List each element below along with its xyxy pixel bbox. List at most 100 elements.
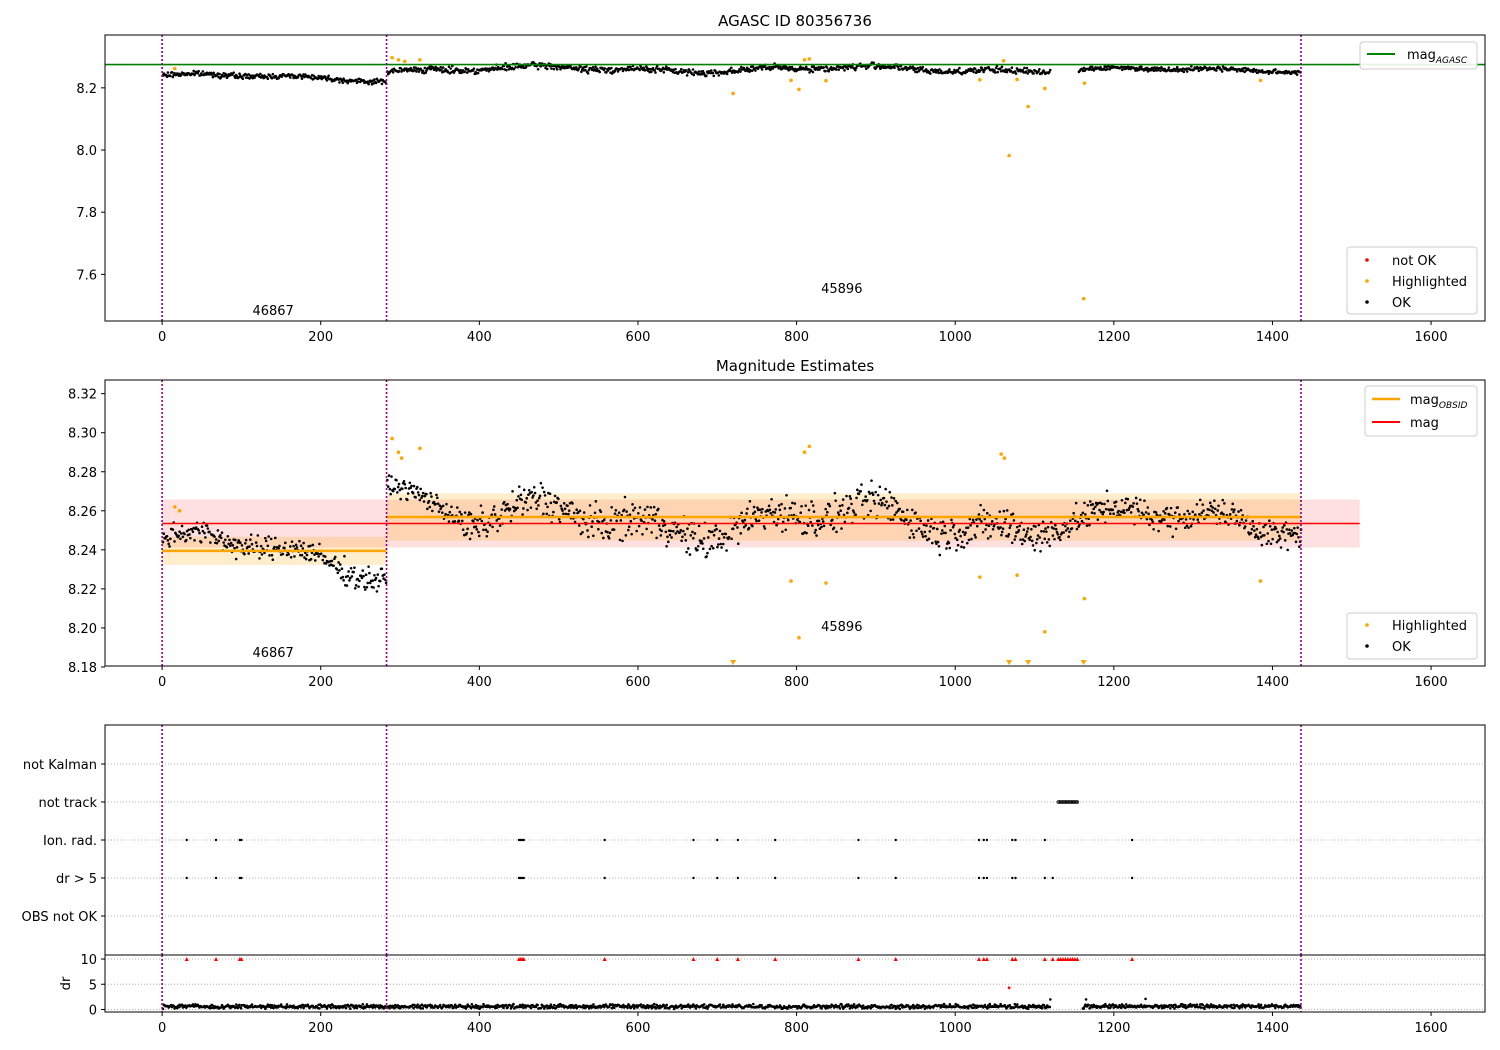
highlighted-point xyxy=(1082,81,1087,85)
legend-marker xyxy=(1365,258,1369,262)
ok-point xyxy=(815,534,818,537)
ok-point xyxy=(193,539,196,542)
ok-point xyxy=(633,506,637,510)
ok-point xyxy=(544,502,548,506)
ok-point xyxy=(277,546,280,550)
ok-point xyxy=(586,529,589,532)
ok-point xyxy=(741,520,745,524)
ok-point xyxy=(674,67,677,71)
ok-point xyxy=(1157,529,1160,533)
ok-point xyxy=(804,504,808,507)
ok-point xyxy=(654,512,658,516)
dr-point xyxy=(866,1007,869,1010)
ok-point xyxy=(1288,528,1291,531)
ok-point xyxy=(910,529,913,532)
ok-point xyxy=(689,534,693,537)
ok-point xyxy=(534,501,538,504)
ok-point xyxy=(348,576,352,580)
ok-point xyxy=(1215,69,1218,72)
ok-point xyxy=(247,552,250,555)
ok-point xyxy=(1270,528,1274,531)
ok-point xyxy=(430,495,433,498)
ok-point xyxy=(566,504,569,508)
dr-point xyxy=(687,1003,690,1006)
dr-point xyxy=(266,1003,270,1006)
dr-point xyxy=(504,1003,508,1007)
ok-point xyxy=(1140,511,1144,515)
ok-point xyxy=(169,74,172,78)
flag-point xyxy=(982,838,985,842)
dr-point xyxy=(1040,1006,1044,1010)
ok-point xyxy=(1031,544,1035,547)
highlighted-point xyxy=(402,59,407,64)
dr-point xyxy=(672,1007,676,1011)
ok-point xyxy=(1108,512,1112,516)
ok-point xyxy=(269,537,273,541)
dr-point xyxy=(1229,1003,1233,1007)
ok-point xyxy=(447,65,451,69)
ok-point xyxy=(1105,489,1109,493)
ok-point xyxy=(368,571,371,575)
ok-point xyxy=(855,496,858,500)
ok-point xyxy=(503,509,507,512)
ok-point xyxy=(1006,535,1010,538)
dr-clipped-marker xyxy=(981,957,986,962)
ok-point xyxy=(500,508,504,511)
ok-point xyxy=(1058,535,1061,539)
highlighted-point xyxy=(807,444,812,449)
ok-point xyxy=(926,519,930,522)
flag-point xyxy=(692,838,695,842)
ok-point xyxy=(434,502,437,506)
ok-point xyxy=(924,534,927,538)
ok-point xyxy=(935,527,939,531)
dr-point xyxy=(639,1003,643,1006)
ok-point xyxy=(784,528,788,532)
ok-point xyxy=(978,517,982,521)
ok-point xyxy=(602,518,606,522)
ok-point xyxy=(970,537,973,541)
ok-point xyxy=(417,493,421,497)
dr-clipped-marker xyxy=(893,957,898,962)
ok-point xyxy=(799,511,803,515)
ok-point xyxy=(241,77,245,81)
ok-point xyxy=(920,67,924,71)
ok-point xyxy=(705,555,708,558)
highlighted-point xyxy=(390,436,394,441)
ok-point xyxy=(580,70,583,74)
dr-point xyxy=(557,1005,561,1008)
ok-point xyxy=(1235,519,1239,523)
ok-point xyxy=(664,530,668,534)
ok-point xyxy=(1123,511,1126,515)
ok-point xyxy=(358,579,361,583)
obsid-label: 46867 xyxy=(252,304,293,319)
ok-point xyxy=(1249,531,1253,535)
dr-point xyxy=(1243,1006,1247,1009)
ok-point xyxy=(188,533,191,536)
x-tick-label: 0 xyxy=(158,1021,166,1036)
ok-point xyxy=(1183,513,1186,516)
ok-point xyxy=(912,536,916,539)
ok-point xyxy=(623,495,627,499)
ok-point xyxy=(1015,525,1019,529)
ok-point xyxy=(411,491,415,495)
highlighted-point xyxy=(1043,630,1047,634)
ok-point xyxy=(284,541,287,545)
ok-point xyxy=(1045,541,1049,544)
ok-point xyxy=(428,505,432,509)
dr-point xyxy=(549,1003,553,1006)
ok-point xyxy=(649,506,653,509)
flag-point xyxy=(894,838,897,842)
dr-clipped-marker xyxy=(1042,957,1047,962)
ok-point xyxy=(876,493,880,497)
ok-point xyxy=(1009,524,1012,527)
ok-point xyxy=(192,69,196,73)
x-tick-label: 200 xyxy=(308,675,333,690)
ok-point xyxy=(602,536,605,540)
ok-point xyxy=(1240,518,1244,521)
ok-point xyxy=(243,552,246,556)
ok-point xyxy=(599,510,603,514)
ok-point xyxy=(594,65,597,69)
ok-point xyxy=(1274,68,1277,71)
ok-point xyxy=(1005,509,1009,512)
ok-point xyxy=(822,66,826,69)
